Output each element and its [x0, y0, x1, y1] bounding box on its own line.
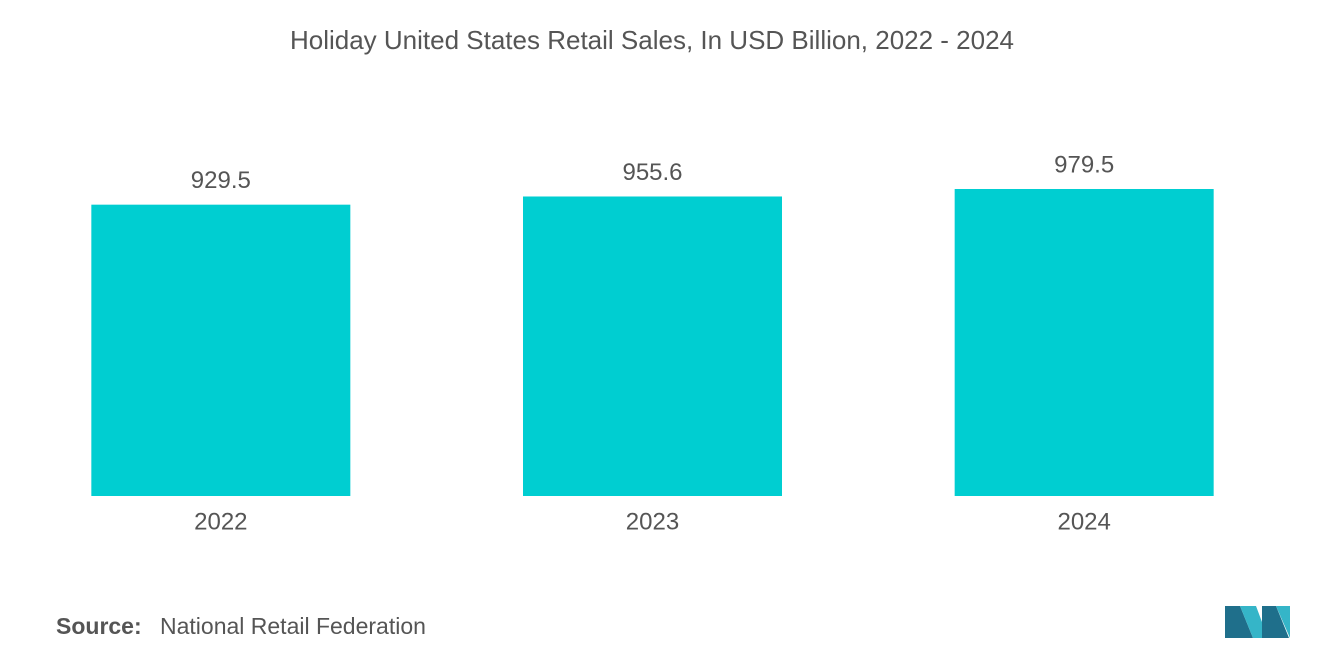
bar [954, 189, 1214, 496]
logo-part [1262, 606, 1289, 638]
value-label: 955.6 [622, 159, 682, 186]
logo-part [1240, 606, 1268, 638]
value-label: 979.5 [1054, 151, 1114, 178]
bar [523, 196, 782, 497]
x-tick-label: 2022 [194, 508, 247, 535]
x-tick-label: 2023 [626, 508, 679, 535]
x-tick-label: 2024 [1057, 508, 1110, 535]
value-label: 929.5 [191, 167, 251, 194]
chart-title: Holiday United States Retail Sales, In U… [290, 25, 1014, 55]
source: National Retail Federation [160, 613, 426, 639]
logo-part [1276, 606, 1290, 638]
source-label: Source: [56, 613, 142, 639]
bar [91, 204, 351, 496]
logo-part [1225, 606, 1253, 638]
logo [1225, 606, 1290, 638]
